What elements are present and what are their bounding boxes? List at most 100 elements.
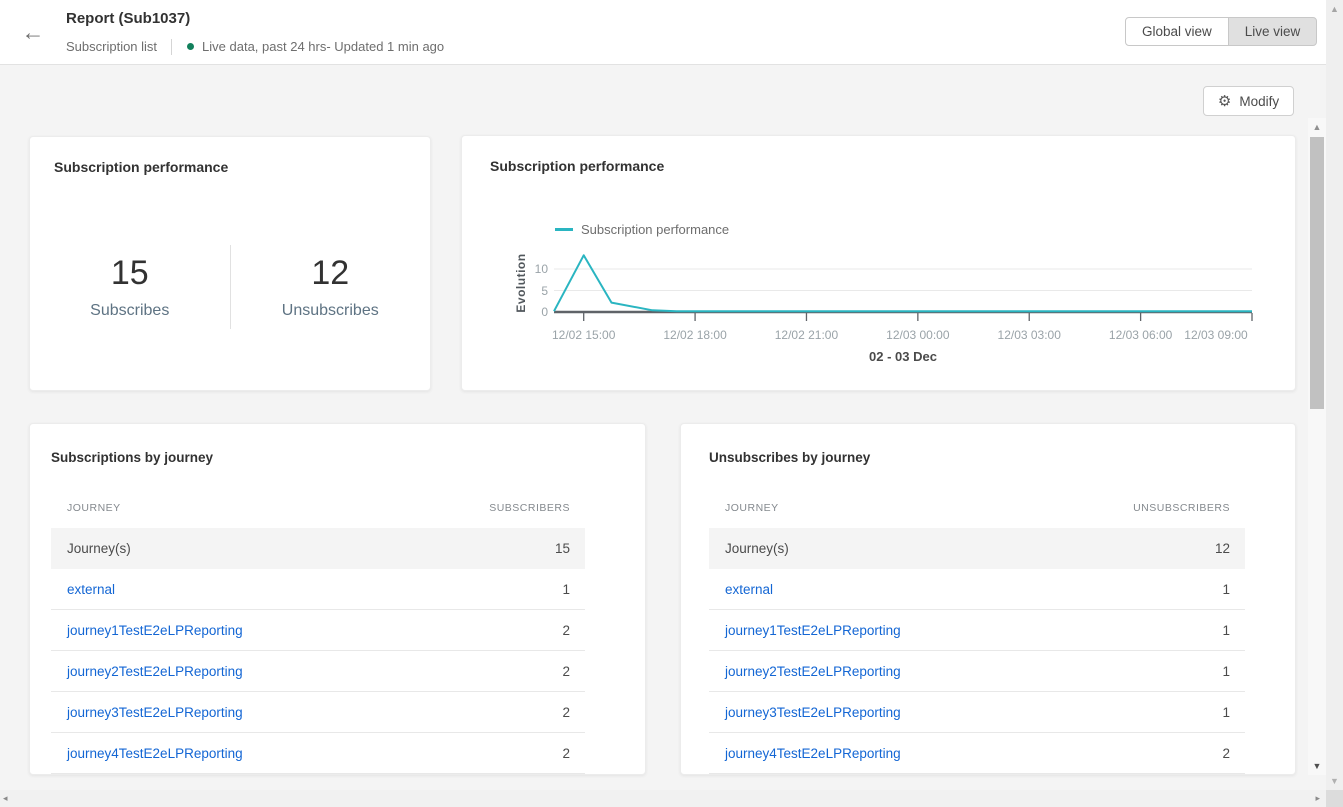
x-tick-label: 12/02 15:00 <box>551 328 616 342</box>
scroll-left-icon[interactable]: ◂ <box>3 793 8 803</box>
report-content: ⚙ Modify Subscription performance 15 Sub… <box>0 65 1326 790</box>
unsubscribers-column-header: UNSUBSCRIBERS <box>1133 501 1230 514</box>
live-status-dot-icon <box>187 43 195 50</box>
row-value: 2 <box>1222 745 1230 761</box>
journey-link[interactable]: journey4TestE2eLPReporting <box>725 745 901 761</box>
x-tick-label: 12/03 03:00 <box>997 328 1061 342</box>
page-title: Report (Sub1037) <box>66 10 191 27</box>
subscribes-metric: 15 Subscribes <box>30 237 230 337</box>
y-tick-label: 5 <box>541 283 548 298</box>
subscribes-value: 15 <box>110 254 149 292</box>
row-value: 1 <box>562 581 570 597</box>
row-value: 1 <box>1222 704 1230 720</box>
live-status-text: Live data, past 24 hrs- Updated 1 min ag… <box>202 39 445 54</box>
legend-label: Subscription performance <box>581 222 730 237</box>
unsubscribes-table: JOURNEY UNSUBSCRIBERS Journey(s) 12 extern… <box>709 487 1245 774</box>
journey-link[interactable]: journey1TestE2eLPReporting <box>725 622 901 638</box>
scroll-up-icon[interactable]: ▲ <box>1330 4 1339 14</box>
journey-column-header: JOURNEY <box>725 501 779 514</box>
scroll-right-icon[interactable]: ▸ <box>1315 793 1320 803</box>
card-title: Unsubscribes by journey <box>709 450 871 465</box>
row-value: 15 <box>554 541 570 556</box>
table-row: journey1TestE2eLPReporting 1 <box>709 610 1245 651</box>
live-view-button[interactable]: Live view <box>1227 17 1318 46</box>
card-title: Subscription performance <box>490 158 665 174</box>
modify-button[interactable]: ⚙ Modify <box>1203 86 1294 116</box>
scroll-down-icon[interactable]: ▼ <box>1312 761 1322 771</box>
back-button[interactable]: ← <box>16 15 50 49</box>
table-row: Journey(s) 12 <box>709 528 1245 569</box>
view-toggle: Global view Live view <box>1125 17 1318 46</box>
journey-column-header: JOURNEY <box>67 501 121 514</box>
subscriptions-by-journey-card: Subscriptions by journey JOURNEY SUBSCRI… <box>29 423 646 775</box>
row-value: 2 <box>562 622 570 638</box>
subscriptions-table: JOURNEY SUBSCRIBERS Journey(s) 15 external… <box>51 487 585 774</box>
window-horizontal-scrollbar[interactable]: ◂ ▸ <box>0 790 1326 807</box>
table-header: JOURNEY SUBSCRIBERS <box>51 487 585 528</box>
row-value: 2 <box>562 704 570 720</box>
x-tick-label: 12/03 06:00 <box>1108 328 1173 342</box>
legend-line-icon <box>555 228 573 231</box>
journey-label: Journey(s) <box>67 541 131 556</box>
table-header: JOURNEY UNSUBSCRIBERS <box>709 487 1245 528</box>
scroll-down-icon[interactable]: ▼ <box>1330 776 1339 786</box>
table-row: external 1 <box>51 569 585 610</box>
subscription-performance-summary-card: Subscription performance 15 Subscribes 1… <box>29 136 431 391</box>
table-row: journey2TestE2eLPReporting 1 <box>709 651 1245 692</box>
table-row: journey4TestE2eLPReporting 2 <box>709 733 1245 774</box>
card-title: Subscription performance <box>54 159 229 175</box>
modify-button-label: Modify <box>1239 93 1280 109</box>
x-tick-label: 12/03 00:00 <box>886 328 950 342</box>
unsubscribes-value: 12 <box>311 254 350 292</box>
row-value: 1 <box>1222 663 1230 679</box>
table-body: Journey(s) 15 external 1 journey1TestE2eLPRe… <box>51 528 585 774</box>
card-title: Subscriptions by journey <box>51 450 214 465</box>
x-tick-label: 12/02 18:00 <box>663 328 727 342</box>
window-vertical-scrollbar[interactable]: ▲ ▼ <box>1326 0 1343 790</box>
scroll-up-icon[interactable]: ▲ <box>1312 122 1322 132</box>
x-tick-label: 12/02 21:00 <box>774 328 839 342</box>
breadcrumb: Subscription list <box>66 39 158 54</box>
table-row: external 1 <box>709 569 1245 610</box>
journey-link[interactable]: journey2TestE2eLPReporting <box>67 663 243 679</box>
content-vertical-scrollbar[interactable]: ▲ ▼ <box>1308 118 1326 775</box>
journey-link[interactable]: external <box>67 581 116 597</box>
row-value: 1 <box>1222 581 1230 597</box>
x-axis-title: 02 - 03 Dec <box>869 349 937 364</box>
unsubscribes-metric: 12 Unsubscribes <box>231 237 431 337</box>
y-tick-label: 10 <box>534 262 548 276</box>
divider <box>171 38 173 55</box>
journey-link[interactable]: journey3TestE2eLPReporting <box>67 704 243 720</box>
journey-link[interactable]: external <box>725 581 774 597</box>
scrollbar-corner <box>1326 790 1343 807</box>
subscribes-label: Subscribes <box>90 302 170 319</box>
gear-icon: ⚙ <box>1217 92 1232 110</box>
subscribers-column-header: SUBSCRIBERS <box>489 501 570 514</box>
divider <box>229 245 231 329</box>
row-value: 2 <box>562 745 570 761</box>
table-body: Journey(s) 12 external 1 journey1TestE2eLPRe… <box>709 528 1245 774</box>
table-row: journey4TestE2eLPReporting 2 <box>51 733 585 774</box>
table-row: journey1TestE2eLPReporting 2 <box>51 610 585 651</box>
table-row: journey3TestE2eLPReporting 2 <box>51 692 585 733</box>
subscription-performance-chart-card: Subscription performance Subscription pe… <box>461 135 1296 391</box>
table-row: journey3TestE2eLPReporting 1 <box>709 692 1245 733</box>
y-tick-label: 0 <box>541 305 548 319</box>
scrollbar-thumb[interactable] <box>1310 137 1324 409</box>
journey-link[interactable]: journey1TestE2eLPReporting <box>67 622 243 638</box>
journey-link[interactable]: journey4TestE2eLPReporting <box>67 745 243 761</box>
global-view-button[interactable]: Global view <box>1125 17 1229 46</box>
journey-link[interactable]: journey3TestE2eLPReporting <box>725 704 901 720</box>
breadcrumb-row: Subscription list Live data, past 24 hrs… <box>66 38 444 55</box>
row-value: 2 <box>562 663 570 679</box>
chart-legend: Subscription performance <box>555 222 729 237</box>
journey-label: Journey(s) <box>725 541 789 556</box>
top-bar: ← Report (Sub1037) Subscription list Liv… <box>0 0 1326 65</box>
table-row: journey2TestE2eLPReporting 2 <box>51 651 585 692</box>
arrow-left-icon: ← <box>21 19 45 45</box>
row-value: 12 <box>1214 541 1230 556</box>
journey-link[interactable]: journey2TestE2eLPReporting <box>725 663 901 679</box>
row-value: 1 <box>1222 622 1230 638</box>
x-tick-label: 12/03 09:00 <box>1184 328 1248 342</box>
line-chart-plot <box>553 254 1253 321</box>
